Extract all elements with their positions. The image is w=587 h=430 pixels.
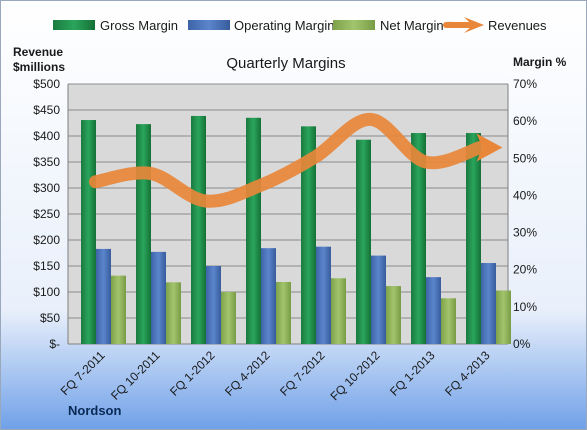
left-tick-label: $500 (33, 77, 60, 91)
legend-swatch-gross-margin (53, 20, 95, 30)
left-tick-label: $250 (33, 207, 60, 221)
legend-item-gross-margin: Gross Margin (53, 18, 178, 33)
right-tick-label: 20% (513, 263, 537, 277)
bar-net-margin (441, 298, 456, 344)
legend-swatch-operating-margin (188, 20, 230, 30)
right-tick-label: 60% (513, 114, 537, 128)
bar-operating-margin (151, 251, 166, 344)
revenue-line-group (89, 112, 503, 208)
right-axis-ticks: 0% 10% 20% 30% 40% 50% 60% 70% (513, 77, 537, 351)
left-tick-label: $- (49, 337, 60, 351)
right-tick-label: 30% (513, 226, 537, 240)
brand-label: Nordson (68, 403, 122, 418)
bar-gross-margin (301, 126, 316, 344)
bar-net-margin (111, 275, 126, 344)
bar-operating-margin (426, 277, 441, 344)
bar-gross-margin (191, 115, 206, 344)
legend-item-revenues: Revenues (443, 17, 547, 33)
chart-title: Quarterly Margins (226, 55, 345, 72)
left-tick-label: $300 (33, 181, 60, 195)
right-tick-label: 70% (513, 77, 537, 91)
left-tick-label: $350 (33, 155, 60, 169)
left-tick-label: $50 (40, 311, 60, 325)
legend-item-net-margin: Net Margin (333, 18, 444, 33)
bar-operating-margin (481, 263, 496, 344)
bar-net-margin (166, 282, 181, 344)
bar-net-margin (331, 278, 346, 344)
bar-net-margin (276, 281, 291, 344)
bar-gross-margin (246, 117, 261, 344)
bars (81, 115, 511, 345)
bar-gross-margin (466, 133, 481, 344)
legend-item-operating-margin: Operating Margin (188, 18, 334, 33)
bar-gross-margin (356, 139, 371, 344)
bar-net-margin (496, 290, 511, 344)
legend: Gross Margin Operating Margin Net Margin… (53, 17, 547, 33)
left-tick-label: $150 (33, 259, 60, 273)
right-tick-label: 50% (513, 151, 537, 165)
bar-operating-margin (96, 248, 111, 344)
right-tick-label: 40% (513, 188, 537, 202)
legend-label-net-margin: Net Margin (380, 18, 444, 33)
bar-operating-margin (316, 246, 331, 344)
bar-net-margin (221, 292, 236, 344)
revenue-arrowhead-icon (476, 133, 503, 162)
left-axis-label-line2: $millions (13, 60, 65, 74)
legend-label-revenues: Revenues (488, 18, 547, 33)
left-tick-label: $450 (33, 103, 60, 117)
bar-operating-margin (206, 266, 221, 344)
bar-operating-margin (371, 255, 386, 344)
left-axis-ticks: $- $50 $100 $150 $200 $250 $300 $350 $400 $450 $50… (33, 77, 60, 351)
left-tick-label: $100 (33, 285, 60, 299)
bar-gross-margin (411, 133, 426, 344)
right-tick-label: 0% (513, 337, 531, 351)
bar-operating-margin (261, 248, 276, 344)
left-tick-label: $400 (33, 129, 60, 143)
right-tick-label: 10% (513, 300, 537, 314)
legend-label-gross-margin: Gross Margin (100, 18, 178, 33)
right-axis-label: Margin % (513, 55, 567, 69)
bar-net-margin (386, 286, 401, 344)
left-axis-label-line1: Revenue (13, 45, 63, 59)
legend-label-operating-margin: Operating Margin (234, 18, 334, 33)
bar-gross-margin (136, 124, 151, 344)
bar-gross-margin (81, 120, 96, 345)
revenue-line (89, 112, 487, 208)
legend-swatch-net-margin (333, 20, 375, 30)
left-tick-label: $200 (33, 233, 60, 247)
